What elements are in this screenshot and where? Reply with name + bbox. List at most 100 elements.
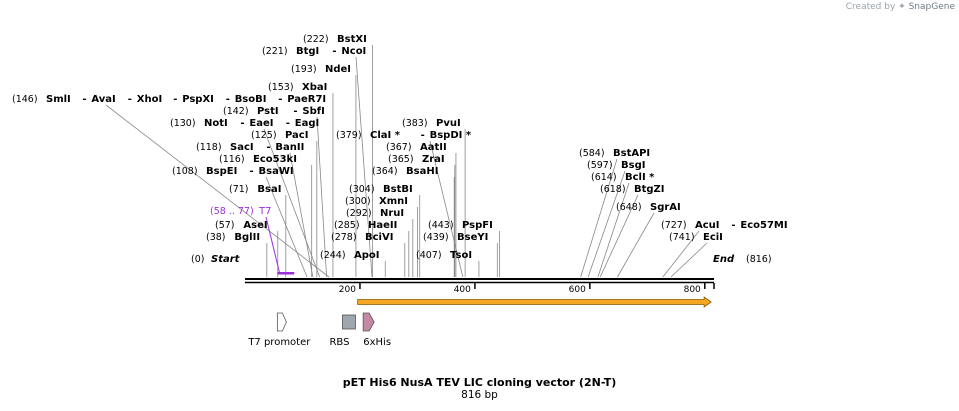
enzyme-name: Eco53kI — [253, 154, 297, 165]
site-line — [617, 212, 655, 278]
site-position: (300) — [345, 196, 371, 207]
site-line — [355, 56, 373, 278]
site-separator: - — [731, 220, 735, 231]
site-position: (222) — [303, 34, 329, 45]
site-position: (614) — [591, 172, 617, 183]
site-line — [429, 140, 464, 278]
orf-arrow — [357, 296, 712, 308]
ruler-label: 200 — [339, 285, 356, 295]
site-line — [105, 104, 330, 278]
enzyme-name: PspFI — [462, 220, 493, 231]
site-position: (367) — [386, 142, 412, 153]
map-length: 816 bp — [461, 389, 498, 401]
enzyme-name: AatII — [420, 142, 447, 153]
enzyme-name: SmlI — [46, 94, 71, 105]
feature-label: T7 promoter — [247, 337, 311, 348]
site-separator: - — [250, 166, 254, 177]
credit: Created by ✦ SnapGene — [846, 2, 955, 12]
enzyme-name: BglII — [234, 232, 260, 243]
site-separator: - — [240, 118, 244, 129]
site-separator: - — [173, 94, 177, 105]
site-position: (383) — [402, 118, 428, 129]
site-separator: - — [278, 94, 282, 105]
primer-leader — [265, 216, 280, 273]
enzyme-name: BtgZI — [634, 184, 665, 195]
enzyme-name: BspEI — [206, 166, 237, 177]
site-line — [289, 152, 314, 278]
site-position: (292) — [346, 208, 372, 219]
site-line — [587, 170, 626, 278]
start-label: Start — [211, 254, 241, 265]
enzyme-name: Eco57MI — [740, 220, 787, 231]
enzyme-name: BseYI — [457, 232, 488, 243]
enzyme-name: BciVI — [365, 232, 393, 243]
site-position: (443) — [428, 220, 454, 231]
enzyme-name: BstAPI — [613, 148, 650, 159]
site-position: (365) — [388, 154, 414, 165]
enzyme-name: NotI — [204, 118, 228, 129]
site-separator: - — [421, 130, 425, 141]
his-tag-arrow — [362, 312, 375, 332]
site-position: (364) — [372, 166, 398, 177]
site-position: (727) — [661, 220, 687, 231]
site-position: (285) — [334, 220, 360, 231]
site-separator: - — [293, 106, 297, 117]
enzyme-name: ZraI — [422, 154, 445, 165]
site-position: (71) — [229, 184, 249, 195]
enzyme-name: SbfI — [302, 106, 324, 117]
site-position: (57) — [215, 220, 235, 231]
enzyme-name: XmnI — [379, 196, 408, 207]
enzyme-name: AseI — [243, 220, 267, 231]
enzyme-name: EagI — [295, 118, 319, 129]
enzyme-name: AvaI — [91, 94, 115, 105]
enzyme-name: BstXI — [337, 34, 367, 45]
enzyme-name: PstI — [257, 106, 279, 117]
enzyme-name: PvuI — [436, 118, 461, 129]
site-position: (142) — [223, 106, 249, 117]
site-separator: - — [226, 94, 230, 105]
enzyme-name: SgrAI — [650, 202, 681, 213]
enzyme-name: XbaI — [302, 82, 327, 93]
site-position: (221) — [262, 46, 288, 57]
site-position: (146) — [12, 94, 38, 105]
primer-mark — [277, 272, 295, 275]
site-position: (584) — [579, 148, 605, 159]
enzyme-name: NruI — [380, 208, 404, 219]
site-position: (153) — [268, 82, 294, 93]
site-position: (597) — [587, 160, 613, 171]
enzyme-name: PacI — [285, 130, 308, 141]
site-line — [662, 230, 700, 278]
site-separator: - — [82, 94, 86, 105]
enzyme-name: BsaI — [257, 184, 281, 195]
site-position: (116) — [219, 154, 245, 165]
site-separator: - — [128, 94, 132, 105]
site-position: (379) — [336, 130, 362, 141]
enzyme-name: BclI * — [625, 172, 655, 183]
site-line — [316, 116, 328, 278]
map-title: pET His6 NusA TEV LIC cloning vector (2N… — [342, 376, 617, 389]
enzyme-name: AcuI — [695, 220, 720, 231]
site-position: (244) — [320, 250, 346, 261]
site-separator: - — [266, 142, 270, 153]
site-position: (38) — [206, 232, 226, 243]
enzyme-name: BsoBI — [235, 94, 267, 105]
enzyme-name: XhoI — [137, 94, 162, 105]
site-position: (741) — [669, 232, 695, 243]
site-position: (118) — [196, 142, 222, 153]
feature-label: 6xHis — [363, 337, 391, 348]
site-position: (193) — [291, 64, 317, 75]
ruler-label: 800 — [684, 285, 701, 295]
site-position: (304) — [349, 184, 375, 195]
enzyme-name: BtgI — [296, 46, 319, 57]
rbs-box — [342, 314, 356, 330]
promoter-arrow — [276, 312, 287, 332]
enzyme-name: PspXI — [182, 94, 214, 105]
start-position: (0) — [191, 254, 204, 265]
enzyme-name: PaeR7I — [287, 94, 326, 105]
site-position: (618) — [600, 184, 626, 195]
enzyme-name: HaeII — [368, 220, 397, 231]
site-position: (278) — [331, 232, 357, 243]
credit-brand: SnapGene — [908, 2, 955, 12]
enzyme-name: NcoI — [341, 46, 366, 57]
